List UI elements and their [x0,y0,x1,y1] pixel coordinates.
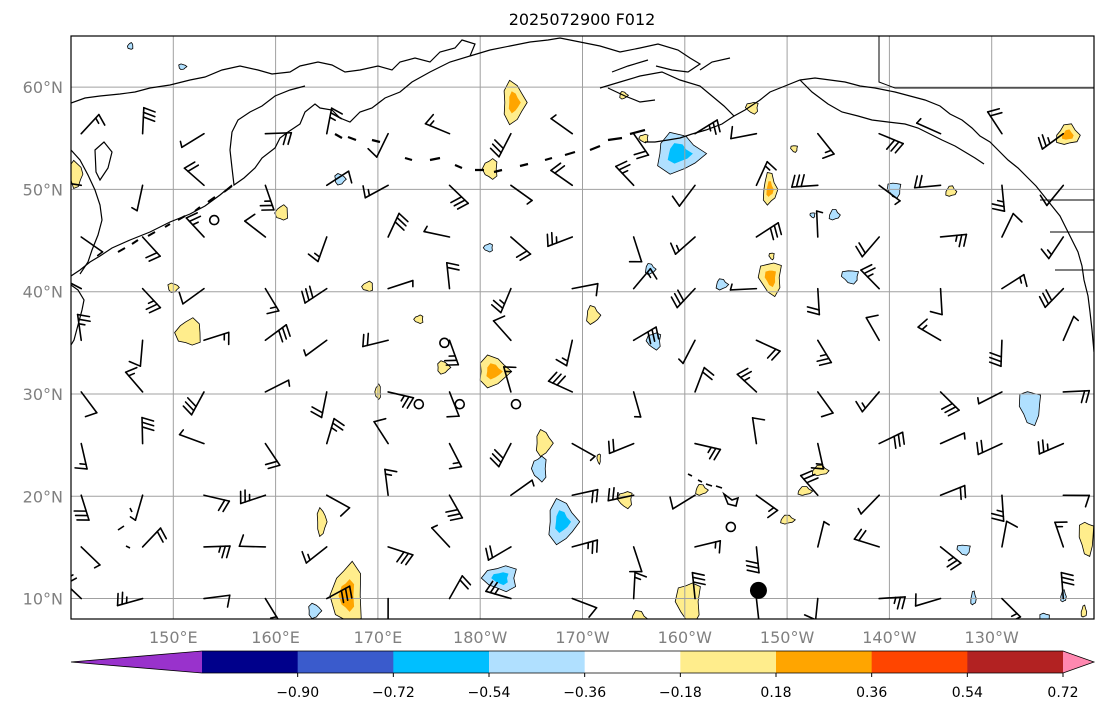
longitude-label: 170°E [354,628,403,647]
colorbar-swatch [202,651,298,673]
colorbar-swatch [298,651,394,673]
longitude-label: 160°W [658,628,713,647]
latitude-label: 30°N [23,385,63,404]
colorbar-tick-label: −0.54 [468,685,511,701]
latitude-label: 60°N [23,78,63,97]
latitude-label: 20°N [23,487,63,506]
colorbar-tick-label: 0.54 [952,685,983,701]
colorbar-swatch [872,651,968,673]
calm-wind-ring [210,216,219,225]
longitude-label: 140°W [862,628,917,647]
colorbar-swatch [680,651,776,673]
latitude-label: 50°N [23,180,63,199]
colorbar: −0.90 −0.72 −0.54 −0.36 −0.18 0.18 0.36 0.54 0.7… [71,651,1105,701]
colorbar-low-extension [71,651,202,673]
longitude-label: 150°W [760,628,815,647]
calm-wind-ring [726,522,735,531]
longitude-labels: 150°E 160°E 170°E 180°W 170°W 160°W 150°W 140°W… [149,628,1019,647]
latitude-label: 10°N [23,590,63,609]
longitude-label: 180°W [453,628,508,647]
calm-wind-ring [512,400,521,409]
colorbar-swatch [585,651,681,673]
colorbar-tick-label: −0.36 [563,685,606,701]
colorbar-swatch [393,651,489,673]
station-marker [750,582,767,599]
colorbar-tick-label: −0.72 [372,685,415,701]
longitude-label: 130°W [965,628,1020,647]
colorbar-high-extension [1063,651,1094,673]
longitude-label: 150°E [149,628,198,647]
colorbar-swatch [776,651,872,673]
colorbar-tick-label: −0.18 [659,685,702,701]
colorbar-tick-label: −0.90 [276,685,319,701]
latitude-labels: 60°N 50°N 40°N 30°N 20°N 10°N [23,78,63,608]
calm-wind-ring [414,400,423,409]
calm-wind-ring [455,400,464,409]
longitude-label: 170°W [555,628,610,647]
latitude-label: 40°N [23,283,63,302]
negative-anomaly-contour [1040,613,1050,628]
calm-wind-ring [440,338,449,347]
colorbar-swatch [489,651,585,673]
colorbar-tick-label: 0.36 [856,685,887,701]
map-area [56,36,1094,629]
colorbar-tick-label: 0.72 [1047,685,1078,701]
colorbar-tick-label: 0.18 [760,685,791,701]
map-title: 2025072900 F012 [509,10,656,29]
colorbar-swatch [967,651,1063,673]
longitude-label: 160°E [251,628,300,647]
